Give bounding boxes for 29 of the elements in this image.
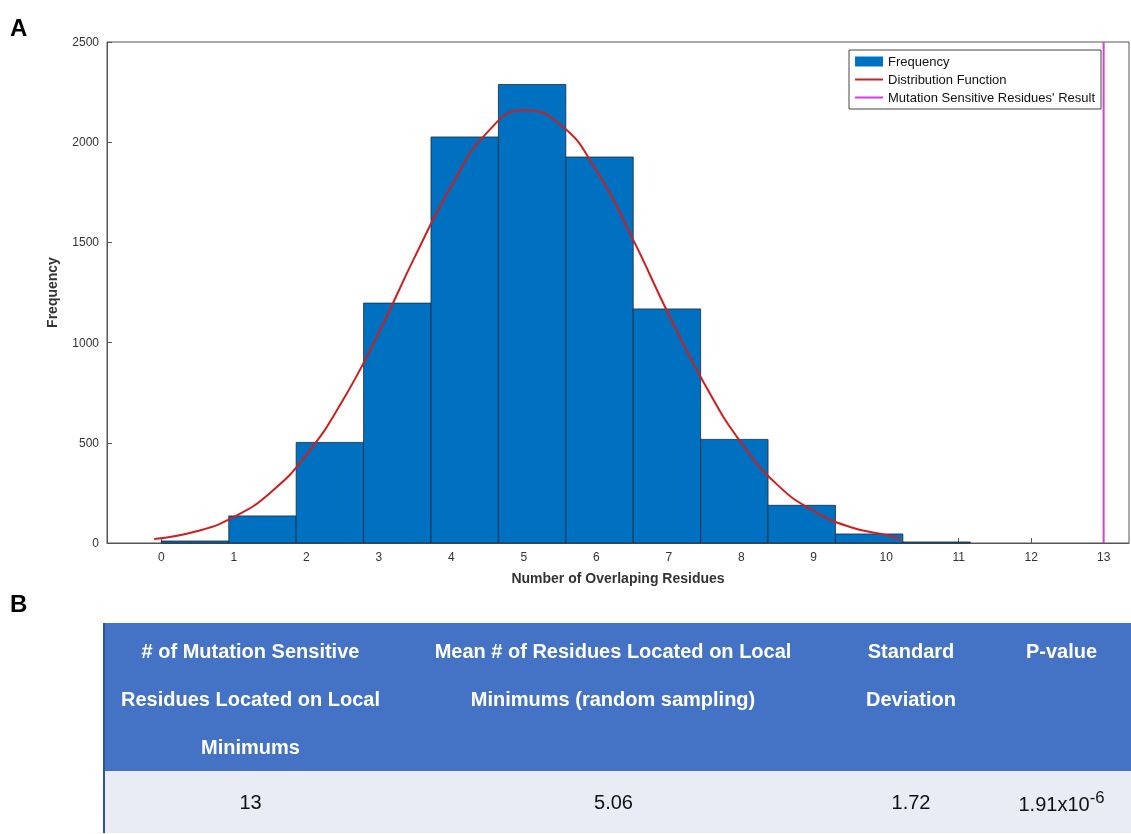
legend-label: Mutation Sensitive Residues' Result (888, 90, 1096, 105)
x-tick-label: 1 (230, 550, 238, 564)
y-tick-label: 1000 (72, 335, 100, 350)
x-tick-label: 5 (520, 550, 528, 564)
x-tick-label: 13 (1096, 550, 1111, 564)
x-tick-label: 3 (375, 550, 383, 564)
y-axis-title: Frequency (44, 256, 60, 328)
category-label: P-value (1024, 639, 1099, 664)
x-tick-label: 12 (1024, 550, 1039, 564)
legend-label: Frequency (888, 54, 950, 69)
y-tick-label: 2500 (72, 35, 100, 49)
text: B (10, 590, 28, 618)
x-tick-label: 9 (810, 550, 818, 564)
x-tick-label: 0 (158, 550, 166, 564)
x-tick-label: 2 (302, 550, 310, 564)
legend-label: Distribution Function (888, 72, 1007, 87)
y-tick-label: 2000 (72, 135, 100, 150)
text: A (10, 14, 28, 42)
x-tick-label: 8 (737, 550, 745, 564)
y-tick-label: 1500 (72, 235, 100, 250)
x-tick-label: 4 (447, 550, 455, 564)
x-tick-label: 11 (952, 550, 966, 564)
x-axis-title: Number of Overlaping Residues (511, 570, 725, 586)
y-tick-label: 500 (78, 435, 100, 450)
x-tick-label: 7 (665, 550, 673, 564)
y-tick-label: 0 (92, 536, 100, 550)
x-tick-label: 10 (879, 550, 894, 564)
x-tick-label: 6 (592, 550, 600, 564)
line-series (153, 109, 902, 540)
